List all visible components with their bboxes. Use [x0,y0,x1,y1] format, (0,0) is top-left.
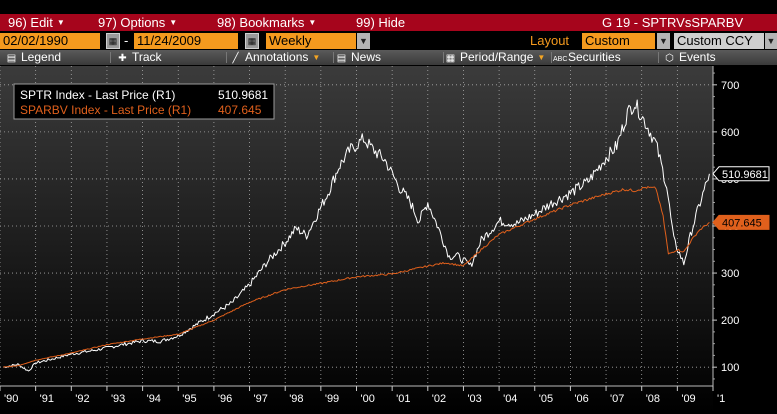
x-tick-label: '91 [40,393,54,405]
x-tick-label: '94 [147,393,161,405]
chevron-down-icon[interactable]: ▼ [765,33,777,49]
menu-edit[interactable]: 96) Edit ▼ [8,15,65,30]
securities-button[interactable]: ABCSecurities [553,50,621,67]
y-tick-label: 300 [721,268,739,280]
menu-bookmarks[interactable]: 98) Bookmarks ▼ [217,15,317,30]
toolbar-divider [551,52,552,63]
series-lines [3,99,710,372]
chart-toolbar: ▤ Legend ✚ Track ╱ Annotations ▼ ▤ News ▦ Peri… [0,50,777,65]
x-tick-label: '93 [111,393,125,405]
news-button[interactable]: ▤ News [336,50,382,64]
series-line-0 [3,99,710,372]
legend-value-sptr: 510.9681 [218,88,268,102]
events-button[interactable]: ⬡ Events [665,50,716,64]
last-value-badges: 510.9681 407.645 [712,166,770,230]
last-value-badge-0: 510.9681 [712,166,770,182]
x-tick-label: '96 [218,393,232,405]
legend-value-sparbv: 407.645 [218,103,262,117]
x-tick-label: '02 [432,393,446,405]
annotations-button[interactable]: ╱ Annotations ▼ [230,50,320,66]
period-range-button[interactable]: ▦ Period/Range ▼ [445,50,546,64]
price-chart: '90 '91 '92 '93 '94 '95 '96 '97 '98 '99 '00 '01 '02 '… [0,66,770,414]
layout-select[interactable]: Custom [582,33,655,49]
legend-box[interactable]: SPTR Index - Last Price (R1) 510.9681 SP… [13,83,275,120]
series-line-1 [3,186,710,368]
x-tick-label: '1 [717,393,725,405]
x-tick-label: '05 [539,393,553,405]
y-tick-label: 200 [721,315,739,327]
plot-background [0,66,713,414]
menu-hide[interactable]: 99) Hide [356,15,406,30]
x-tick-label: '06 [574,393,588,405]
menu-bar: 96) Edit ▼ 97) Options ▼ 98) Bookmarks ▼ 99… [0,14,777,31]
y-tick-label: 600 [721,127,739,139]
toolbar-divider [226,52,227,63]
last-value-label: 407.645 [722,217,762,229]
x-tick-label: '95 [182,393,196,405]
control-bar: 02/02/1990 ▦ - 11/24/2009 ▦ Weekly ▼ Lay… [0,32,777,50]
x-tick-label: '00 [361,393,375,405]
x-tick-label: '07 [610,393,624,405]
y-tick-label: 700 [721,80,739,92]
legend-button[interactable]: ▤ Legend [6,50,62,64]
last-value-label: 510.9681 [722,169,768,181]
x-tick-label: '97 [254,393,268,405]
period-select[interactable]: Weekly [266,33,356,49]
date-separator: - [124,33,129,48]
x-tick-label: '04 [503,393,517,405]
x-tick-label: '08 [646,393,660,405]
currency-select[interactable]: Custom CCY [674,33,764,49]
calendar-icon[interactable]: ▦ [106,33,120,49]
plus-icon: ✚ [118,53,127,64]
legend-entry-sptr: SPTR Index - Last Price (R1) [20,88,175,102]
legend-icon: ▤ [6,53,17,64]
badge-shape [712,166,770,182]
toolbar-divider [658,52,659,63]
last-value-badge-1: 407.645 [712,214,770,230]
menu-options[interactable]: 97) Options ▼ [98,15,178,30]
x-tick-label: '03 [467,393,481,405]
pencil-icon: ╱ [232,53,239,64]
x-tick-label: '99 [325,393,339,405]
news-icon: ▤ [336,53,347,64]
calendar-icon[interactable]: ▦ [245,33,259,49]
track-button[interactable]: ✚ Track [118,50,162,64]
x-tick-label: '98 [289,393,303,405]
start-date-field[interactable]: 02/02/1990 [0,33,100,49]
events-icon: ⬡ [665,53,674,64]
x-tick-label: '92 [75,393,89,405]
x-axis: '90 '91 '92 '93 '94 '95 '96 '97 '98 '99 '00 '01 '02 '… [0,385,725,405]
x-tick-label: '01 [396,393,410,405]
x-tick-label: '90 [4,393,18,405]
end-date-field[interactable]: 11/24/2009 [134,33,238,49]
toolbar-divider [443,52,444,63]
window-title: G 19 - SPTRVsSPARBV [602,15,744,30]
y-tick-label: 100 [721,362,739,374]
chevron-down-icon[interactable]: ▼ [357,33,370,49]
legend-entry-sparbv: SPARBV Index - Last Price (R1) [20,103,191,117]
chevron-down-icon[interactable]: ▼ [657,33,670,49]
toolbar-divider [110,52,111,63]
x-tick-label: '09 [681,393,695,405]
toolbar-divider [333,52,334,63]
securities-icon: ABC [553,56,568,63]
layout-label: Layout [530,33,570,48]
grid [0,66,714,386]
badge-shape [712,214,770,230]
calendar-icon: ▦ [445,53,456,64]
